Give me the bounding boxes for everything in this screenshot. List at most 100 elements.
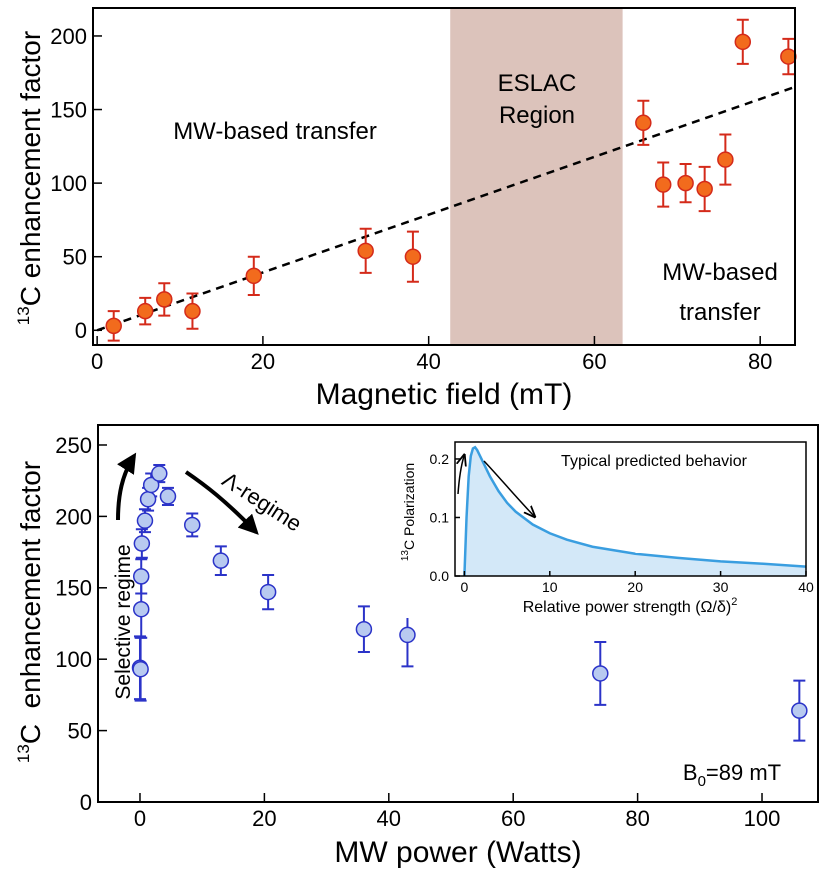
- annotation: Region: [499, 102, 575, 129]
- fit-line: [96, 86, 794, 332]
- b0-text: B: [683, 760, 698, 785]
- y-tick-label: 150: [55, 576, 92, 601]
- y-tick-label: 150: [50, 97, 87, 122]
- data-point: [156, 291, 173, 308]
- x-tick-label: 20: [251, 349, 275, 374]
- data-point: [105, 317, 122, 335]
- data-point: [212, 552, 230, 569]
- data-point: [159, 488, 177, 505]
- arrow: [483, 460, 534, 516]
- x-tick-label: 20: [627, 579, 643, 595]
- annotation: Λ-regime: [218, 467, 306, 537]
- y-axis-label: 13C enhancement factor: [14, 461, 46, 763]
- data-point: [151, 465, 168, 482]
- data-point: [132, 600, 150, 618]
- data-point: [592, 665, 609, 682]
- data-point: [184, 302, 201, 320]
- data-point: [142, 476, 160, 494]
- x-tick-label: 0: [134, 806, 146, 831]
- data-point: [780, 48, 797, 65]
- b0-sub: 0: [698, 773, 706, 790]
- data-point: [355, 620, 373, 638]
- x-tick-label: 10: [542, 579, 558, 595]
- y-axis-label: 13C enhancement factor: [14, 31, 46, 325]
- x-tick-label: 60: [501, 806, 525, 831]
- inset-y-label-sup: 13: [400, 550, 411, 562]
- data-point: [399, 626, 416, 644]
- y-tick-label: 0.1: [430, 510, 450, 526]
- data-point: [696, 180, 713, 198]
- b0-annotation: B0=89 mT: [683, 760, 781, 790]
- inset-panel: 0 10 20 30 40 0.0 0.1 0.2: [430, 441, 814, 595]
- x-axis-label: Magnetic field (mT): [316, 378, 573, 411]
- data-point: [132, 568, 150, 585]
- y-axis-label-sup: 13: [14, 306, 33, 325]
- data-point: [183, 516, 201, 534]
- y-tick-label: 0: [75, 318, 87, 343]
- x-tick-label: 60: [582, 349, 606, 374]
- data-point: [635, 114, 652, 132]
- inset-x-axis-label: Relative power strength (Ω/δ)2: [523, 596, 738, 616]
- data-point: [734, 33, 752, 51]
- y-tick-label: 100: [50, 171, 87, 196]
- axes-frame: [92, 7, 796, 346]
- top-panel: 0 20 40 60 80 0 50 100 150 200: [50, 7, 797, 374]
- arrow: [184, 470, 259, 535]
- annotation: MW-based: [662, 259, 778, 286]
- y-tick-label: 50: [68, 719, 92, 744]
- data-point: [791, 702, 808, 719]
- x-tick-label: 0: [91, 349, 103, 374]
- x-axis-label: MW power (Watts): [334, 836, 581, 869]
- data-point: [245, 267, 263, 285]
- data-point: [404, 248, 422, 265]
- annotation: MW-based transfer: [173, 118, 377, 145]
- annotation: Typical predicted behavior: [561, 453, 748, 470]
- x-tick-label: 0: [460, 579, 468, 595]
- data-point: [136, 512, 154, 529]
- x-tick-label: 80: [625, 806, 649, 831]
- x-tick-label: 40: [416, 349, 440, 374]
- x-tick-label: 20: [252, 806, 276, 831]
- y-tick-label: 0.0: [430, 568, 450, 584]
- y-axis-label-text: C enhancement factor: [15, 461, 46, 744]
- data-point: [357, 242, 374, 260]
- data-point: [717, 151, 734, 168]
- data-point: [133, 535, 151, 552]
- y-axis-label-sup: 13: [14, 744, 33, 763]
- b0-text: =89 mT: [706, 760, 781, 785]
- data-point: [677, 174, 694, 192]
- x-tick-label: 40: [377, 806, 401, 831]
- annotation: Selective regime: [112, 544, 135, 699]
- inset-x-label-text: Relative power strength (Ω/δ): [523, 599, 732, 616]
- arrow: [458, 456, 464, 495]
- area-fill: [464, 447, 806, 576]
- y-axis-label-text: C enhancement factor: [15, 31, 46, 307]
- y-tick-label: 0.2: [430, 451, 450, 467]
- arrow: [116, 452, 137, 521]
- data-point: [132, 660, 149, 678]
- curve: [463, 445, 807, 577]
- axes-frame: [454, 441, 807, 577]
- inset-x-label-sup: 2: [731, 596, 737, 608]
- y-tick-label: 50: [63, 245, 87, 270]
- x-tick-label: 100: [744, 806, 781, 831]
- inset-y-axis-label: 13C Polarization: [400, 463, 417, 561]
- axes-frame: [97, 424, 819, 803]
- y-tick-label: 0: [80, 790, 92, 815]
- y-tick-label: 200: [55, 504, 92, 529]
- y-tick-label: 200: [50, 24, 87, 49]
- x-tick-label: 30: [713, 579, 729, 595]
- data-point: [259, 583, 277, 601]
- y-tick-label: 100: [55, 647, 92, 672]
- annotation: transfer: [679, 299, 760, 326]
- x-tick-label: 80: [748, 349, 772, 374]
- data-point: [136, 302, 154, 320]
- x-tick-label: 40: [798, 579, 814, 595]
- y-tick-label: 250: [55, 433, 92, 458]
- inset-y-label-text: C Polarization: [401, 463, 417, 550]
- data-point: [139, 491, 157, 508]
- annotation: ESLAC: [498, 70, 577, 97]
- data-point: [654, 176, 672, 193]
